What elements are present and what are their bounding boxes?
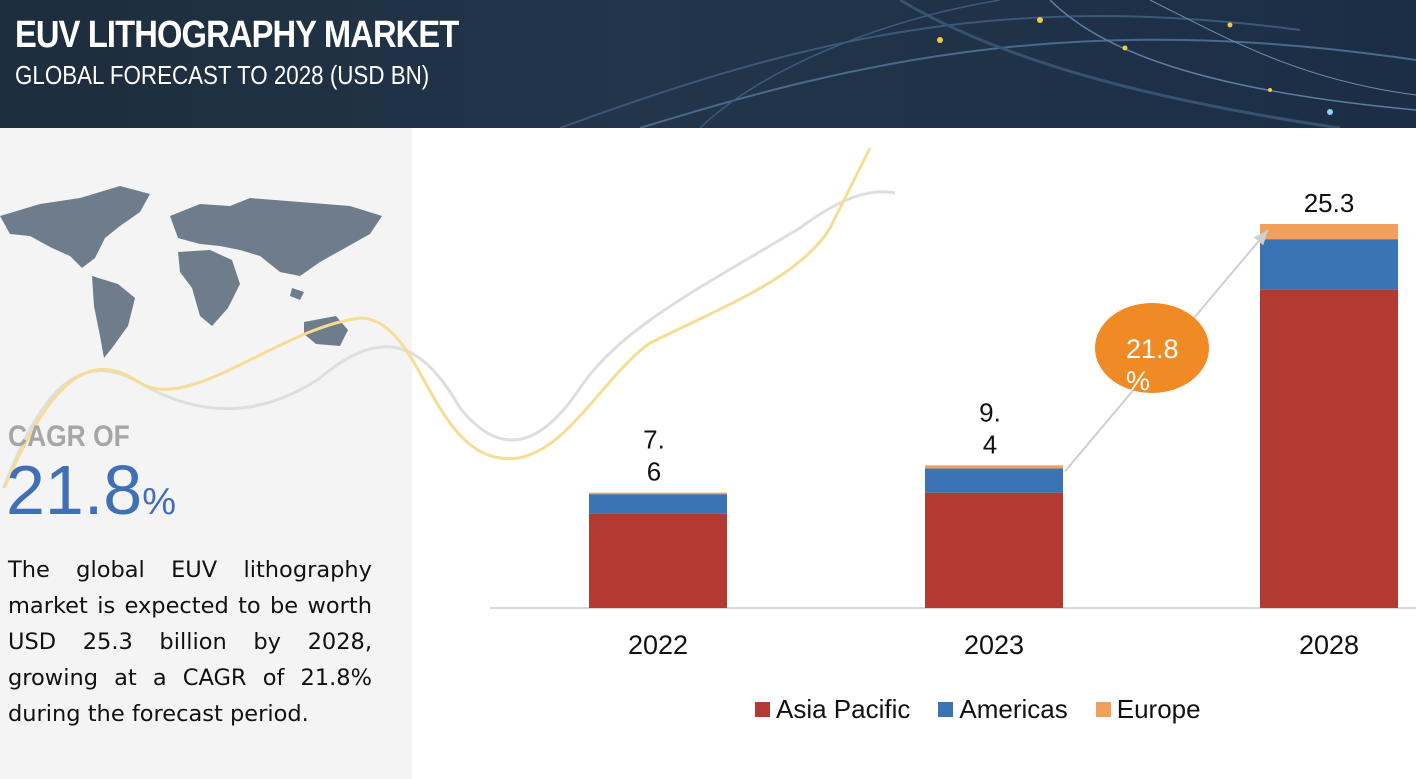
header-banner: EUV LITHOGRAPHY MARKET GLOBAL FORECAST T… (0, 0, 1416, 128)
legend-label-americas: Americas (959, 694, 1068, 724)
stacked-bar-chart: 2022 7.6 2023 9.4 2028 25.3 21.8% (490, 188, 1416, 660)
world-map-icon (0, 186, 382, 358)
x-tick-label: 2023 (964, 630, 1024, 660)
cagr-number: 21.8 (6, 451, 143, 529)
cagr-value: 21.8% (6, 450, 176, 542)
legend-swatch-asia-pacific (755, 702, 770, 717)
cagr-bubble-value: 21.8 (1126, 334, 1179, 364)
bar-europe-2022 (589, 492, 727, 495)
total-label: 4 (983, 429, 997, 459)
growth-arrow-head (1253, 230, 1268, 246)
legend-item-asia-pacific: Asia Pacific (755, 694, 910, 725)
bar-europe-2023 (925, 465, 1063, 469)
bar-americas-2023 (925, 468, 1063, 493)
x-tick-label: 2028 (1299, 630, 1359, 660)
legend-item-europe: Europe (1095, 694, 1201, 725)
total-label: 6 (647, 457, 661, 487)
legend-label-europe: Europe (1116, 694, 1201, 724)
cagr-bubble-unit: % (1126, 366, 1150, 396)
x-tick-label: 2022 (628, 630, 688, 660)
legend-swatch-europe (1095, 702, 1111, 717)
page-title: EUV LITHOGRAPHY MARKET (15, 14, 459, 56)
page-subtitle: GLOBAL FORECAST TO 2028 (USD BN) (15, 60, 430, 90)
cagr-unit: % (142, 481, 177, 523)
legend-swatch-americas (938, 702, 954, 717)
bar-asia-pacific-2028 (1260, 289, 1398, 608)
total-label: 25.3 (1304, 188, 1355, 218)
bar-americas-2028 (1260, 239, 1398, 290)
bar-americas-2022 (589, 494, 727, 514)
legend-item-americas: Americas (938, 694, 1068, 725)
bar-asia-pacific-2022 (589, 513, 727, 608)
total-label: 7. (643, 425, 665, 455)
chart-legend: Asia Pacific Americas Europe (755, 694, 1201, 725)
bar-asia-pacific-2023 (925, 492, 1063, 608)
total-label: 9. (979, 397, 1001, 427)
legend-label-asia-pacific: Asia Pacific (776, 694, 911, 724)
cagr-label: CAGR OF (8, 420, 130, 453)
wave-lines-decoration (2, 147, 896, 488)
bar-europe-2028 (1260, 224, 1398, 240)
market-description: The global EUV lithography market is exp… (8, 557, 372, 727)
cagr-bubble (1095, 303, 1209, 393)
network-lines-decoration (559, 0, 1416, 128)
